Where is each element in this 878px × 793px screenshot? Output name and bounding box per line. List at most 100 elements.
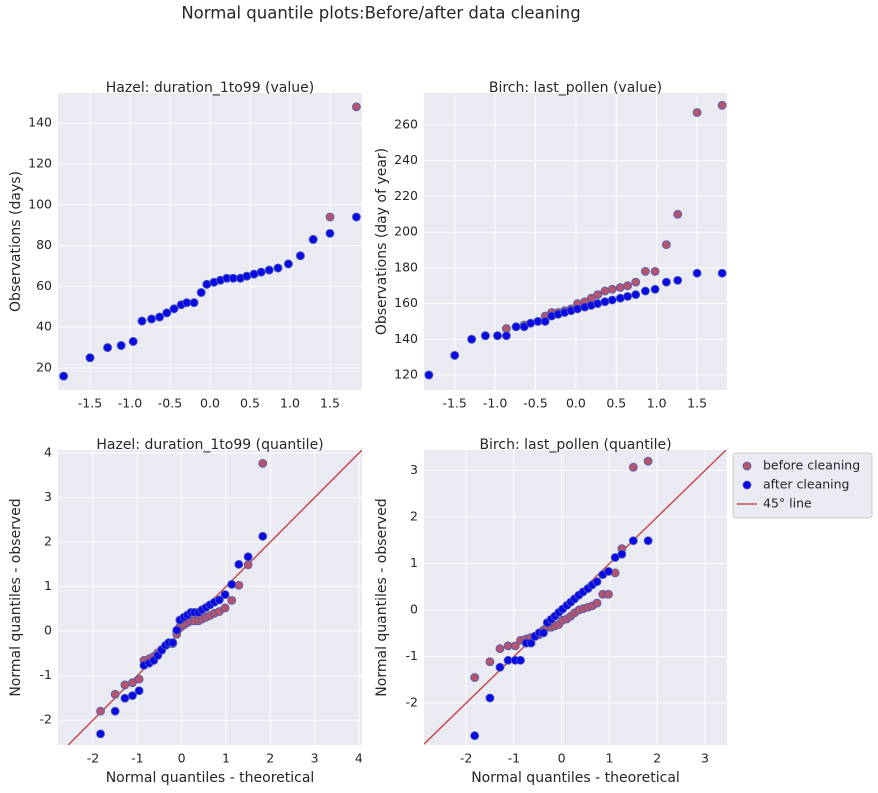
x-tick-label: 3 [701,751,709,766]
subplot-title: Birch: last_pollen (value) [489,80,662,96]
point [717,268,727,278]
point [308,235,318,244]
point [351,212,361,222]
legend-label: after cleaning [763,477,850,492]
point [495,662,505,672]
point [673,209,683,219]
x-tick-label: 2 [266,751,274,766]
subplot: -2 -1 0 1 2 3 4 -2 -1 0 1 2 3 4 Hazel: duration_1to99 … [8,437,363,786]
point [172,625,182,635]
x-tick-label: 0.5 [240,396,260,411]
point [493,331,502,341]
point [650,267,660,276]
point [325,212,335,222]
y-tick-label: -1 [40,667,52,682]
x-tick-label: -1.5 [78,396,102,411]
x-tick-label: 0.0 [200,396,220,411]
point [470,731,480,741]
point [128,678,137,688]
point [227,595,237,605]
point [325,228,335,238]
point [155,312,165,322]
point [516,655,525,665]
x-tick-label: 0.5 [606,396,626,411]
point [202,279,212,289]
legend-label: 45° line [763,496,812,511]
point [600,286,610,296]
y-tick-label: 260 [394,116,418,131]
point [273,263,283,273]
point [662,240,671,250]
y-tick-label: 60 [36,278,52,293]
y-tick-label: 2 [44,534,52,549]
x-tick-label: 1.0 [280,396,300,411]
y-tick-label: 140 [394,331,418,346]
point [510,641,520,651]
y-tick-label: -2 [406,695,418,710]
point [692,108,702,117]
point [258,531,268,541]
point [592,598,602,608]
point [242,271,252,281]
point [243,560,253,570]
y-axis-label: Normal quantiles - observed [8,498,24,696]
point [717,100,727,110]
legend-marker [742,461,752,471]
x-tick-label: -1 [508,751,520,766]
legend-box [732,452,873,519]
x-tick-label: 2 [653,751,661,766]
point [673,275,683,285]
point [604,589,613,599]
point [593,290,603,300]
point [137,316,147,326]
y-tick-label: 3 [44,489,52,504]
point [640,286,650,296]
point [120,680,130,690]
point [128,337,138,346]
y-tick-label: 3 [410,462,418,477]
point [485,693,495,703]
x-tick-label: 1.5 [320,396,340,411]
subplot-title: Hazel: duration_1to99 (quantile) [96,437,323,453]
point [258,458,268,468]
point [573,304,582,314]
point [264,265,274,275]
point [85,353,95,363]
y-axis-label: Observations (days) [8,171,24,312]
point [502,331,511,341]
point [424,370,434,380]
x-tick-label: 1.0 [647,396,667,411]
x-axis-label: Normal quantiles - theoretical [106,770,315,786]
point [607,295,617,305]
point [450,350,460,360]
point [631,290,641,300]
y-tick-label: 40 [36,319,52,334]
point [196,288,206,297]
point [623,292,633,301]
point [116,341,126,350]
point [134,674,144,684]
point [59,371,68,381]
x-tick-label: -1.0 [118,396,142,411]
subplot: -1.5 -1.0 -0.5 0.0 0.5 1.0 1.5 20 40 60 80 100 120 14… [8,80,362,411]
y-tick-label: 1 [410,555,418,570]
point [526,638,536,648]
point [495,644,505,654]
point [526,318,536,328]
x-tick-label: 0 [178,751,186,766]
point [617,549,627,559]
point [234,559,244,569]
y-tick-label: 240 [394,152,418,167]
y-tick-label: 80 [36,237,52,252]
point [227,579,237,589]
x-tick-label: -1.5 [443,396,467,411]
point [243,552,253,562]
y-tick-label: 2 [410,509,418,524]
y-tick-label: 180 [394,259,418,274]
subplot-title: Hazel: duration_1to99 (value) [106,80,314,96]
point [128,691,137,701]
point [147,314,157,324]
x-tick-label: 4 [355,751,363,766]
y-axis-label: Observations (day of year) [374,148,390,335]
point [120,693,130,703]
